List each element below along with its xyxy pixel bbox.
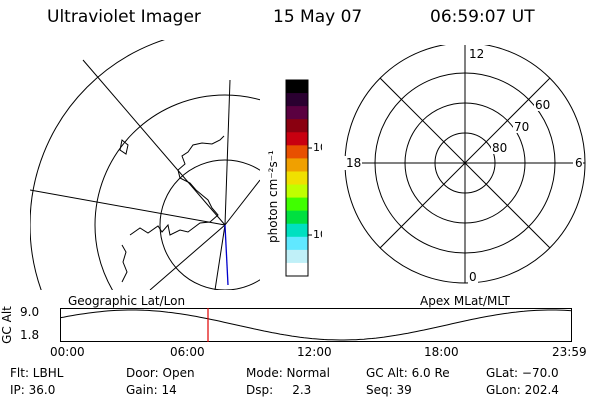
lat-circle [159, 159, 260, 290]
mlt-label-6: 6 [575, 156, 583, 170]
mlat-label-70: 70 [514, 120, 529, 134]
orbit-ylabel-wrap: GC Alt [0, 306, 16, 346]
color-scale-segment [286, 93, 308, 107]
orbit-ytick-top: 9.0 [20, 305, 40, 319]
orbit-xtick: 06:00 [170, 345, 205, 359]
spacecraft-track [224, 224, 229, 286]
meridian-line [82, 59, 226, 226]
glat-field: GLat: −70.0 [486, 366, 559, 380]
color-scale-segment [286, 184, 308, 199]
orbit-plot-frame [60, 308, 572, 342]
meridian-line [149, 224, 226, 290]
orbit-xtick: 00:00 [50, 345, 85, 359]
color-scale-tick-100: 100 [313, 141, 322, 154]
polar-mlat-mlt-plot: 12 18 6 0 60 70 80 [344, 45, 586, 284]
mode-field: Mode: Normal [246, 366, 330, 380]
coastline [119, 139, 129, 155]
seq-field: Seq: 39 [366, 383, 412, 397]
mlat-label-80: 80 [492, 141, 507, 155]
orbit-altitude-curve [60, 309, 572, 341]
orbit-ylabel: GC Alt [0, 306, 14, 344]
gc-alt-field: GC Alt: 6.0 Re [366, 366, 450, 380]
orbit-xtick: 23:59 [552, 345, 587, 359]
color-scale: 100 10 photon cm⁻²s⁻¹ [266, 79, 322, 277]
meridian-line [224, 79, 231, 226]
orbit-xtick: 12:00 [297, 345, 332, 359]
meridian-line [224, 179, 260, 226]
color-scale-segment [286, 249, 308, 264]
geo-map-label: Geographic Lat/Lon [68, 294, 186, 308]
flt-field: Flt: LBHL [10, 366, 64, 380]
color-scale-segment [286, 158, 308, 172]
color-scale-segment [286, 197, 308, 212]
coastline [121, 244, 128, 283]
instrument-title: Ultraviolet Imager [47, 7, 201, 27]
color-scale-segment [286, 80, 308, 94]
color-scale-segment [286, 132, 308, 146]
time-label: 06:59:07 UT [430, 7, 535, 27]
orbit-xtick: 18:00 [424, 345, 459, 359]
geographic-map [30, 40, 260, 290]
polar-plot-label: Apex MLat/MLT [420, 294, 510, 308]
dsp-field: Dsp: 2.3 [246, 383, 312, 397]
color-scale-tick-10: 10 [313, 228, 322, 241]
mlat-label-60: 60 [535, 98, 550, 112]
color-scale-segment [286, 106, 308, 120]
color-scale-unit: photon cm⁻²s⁻¹ [266, 150, 280, 243]
polar-axis [379, 77, 551, 249]
door-field: Door: Open [126, 366, 195, 380]
lat-circle [30, 40, 166, 290]
lat-circle [94, 94, 260, 290]
date-label: 15 May 07 [273, 7, 363, 27]
color-scale-segment [286, 223, 308, 238]
color-scale-frame [285, 79, 309, 277]
ip-field: IP: 36.0 [10, 383, 56, 397]
color-scale-segment [286, 262, 308, 277]
color-scale-segment [286, 145, 308, 159]
color-scale-segment [286, 236, 308, 251]
coastline [129, 135, 225, 236]
glon-field: GLon: 202.4 [486, 383, 559, 397]
orbit-ytick-bottom: 1.8 [20, 328, 40, 342]
mlt-label-0: 0 [469, 270, 477, 284]
mlt-label-12: 12 [469, 47, 484, 61]
orbit-altitude-plot [60, 308, 572, 342]
color-scale-segment [286, 171, 308, 186]
meridian-line [214, 224, 226, 290]
color-scale-segment [286, 119, 308, 133]
color-scale-segment [286, 210, 308, 225]
meridian-line [30, 189, 226, 226]
gain-field: Gain: 14 [126, 383, 177, 397]
mlt-label-18: 18 [346, 156, 361, 170]
